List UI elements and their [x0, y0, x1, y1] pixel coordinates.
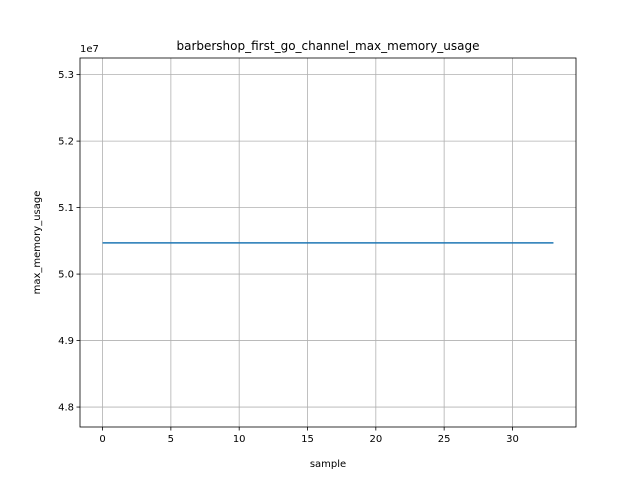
chart-title: barbershop_first_go_channel_max_memory_u… — [176, 39, 479, 53]
y-tick-label: 5.2 — [58, 137, 74, 148]
x-axis-ticks: 0 5 10 15 20 25 30 — [99, 427, 519, 445]
y-axis-ticks: 4.8 4.9 5.0 5.1 5.2 5.3 — [58, 70, 80, 414]
plot-frame — [79, 57, 577, 428]
x-tick-label: 0 — [99, 434, 105, 445]
y-axis-label: max_memory_usage — [32, 191, 43, 295]
y-tick-label: 4.8 — [58, 403, 74, 414]
y-tick-label: 5.0 — [58, 270, 74, 281]
y-tick-label: 5.1 — [58, 203, 74, 214]
x-tick-label: 25 — [438, 434, 451, 445]
x-tick-label: 30 — [506, 434, 519, 445]
x-tick-label: 15 — [301, 434, 314, 445]
y-tick-label: 4.9 — [58, 336, 74, 347]
x-axis-label: sample — [310, 459, 346, 470]
y-tick-label: 5.3 — [58, 70, 74, 81]
x-tick-label: 20 — [369, 434, 382, 445]
y-axis-offset-label: 1e7 — [80, 44, 99, 55]
x-tick-label: 10 — [233, 434, 246, 445]
x-tick-label: 5 — [168, 434, 174, 445]
